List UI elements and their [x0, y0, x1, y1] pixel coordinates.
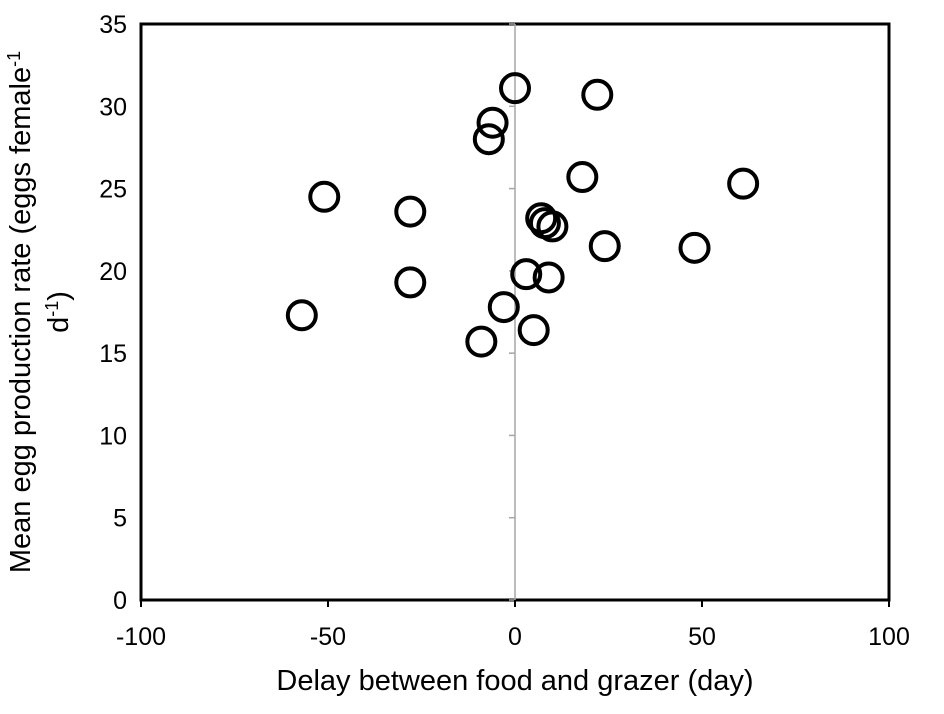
data-point: [487, 291, 520, 324]
y-tick-label: 15: [99, 340, 127, 368]
x-tick-label: 0: [508, 623, 522, 651]
svg-text:Mean egg production rate (eggs: Mean egg production rate (eggs female-1: [4, 51, 37, 573]
y-axis-title-line2-end: ): [43, 291, 75, 301]
x-axis-ticks: -100 -50 0 50 100: [116, 600, 910, 651]
x-tick-label: 100: [868, 623, 910, 651]
y-axis-title-line2: d: [43, 317, 75, 333]
data-point: [532, 261, 565, 294]
y-tick-label: 35: [99, 11, 127, 39]
data-point: [465, 325, 498, 358]
y-tick-label: 30: [99, 93, 127, 121]
data-point: [285, 299, 318, 332]
data-point: [566, 161, 599, 194]
data-points: [285, 72, 760, 358]
x-tick-label: 50: [688, 623, 716, 651]
svg-text:d-1): d-1): [42, 291, 75, 333]
data-point: [536, 210, 569, 243]
data-point: [510, 258, 543, 291]
y-axis-title-line1-sup: -1: [4, 51, 24, 67]
data-point: [517, 314, 550, 347]
data-point: [588, 230, 621, 263]
data-point: [727, 167, 760, 200]
data-point: [678, 231, 711, 264]
data-point: [394, 266, 427, 299]
y-tick-label: 10: [99, 422, 127, 450]
data-point: [499, 72, 531, 105]
y-tick-label: 25: [99, 176, 127, 204]
y-axis-title: Mean egg production rate (eggs female-1 …: [4, 51, 75, 573]
data-point: [308, 180, 341, 213]
y-tick-label: 20: [99, 258, 127, 286]
x-tick-label: -100: [116, 623, 166, 651]
y-axis-title-line1: Mean egg production rate (eggs female: [5, 67, 37, 573]
data-point: [394, 195, 427, 228]
data-point: [472, 123, 505, 156]
x-axis-title: Delay between food and grazer (day): [276, 665, 753, 697]
y-axis-ticks: 0 5 10 15 20 25 30 35: [99, 11, 515, 615]
x-tick-label: -50: [310, 623, 346, 651]
data-point: [581, 78, 614, 111]
y-tick-label: 5: [113, 505, 127, 533]
y-axis-title-line2-sup: -1: [42, 301, 62, 317]
data-point: [476, 106, 509, 139]
y-tick-label: 0: [113, 587, 127, 615]
